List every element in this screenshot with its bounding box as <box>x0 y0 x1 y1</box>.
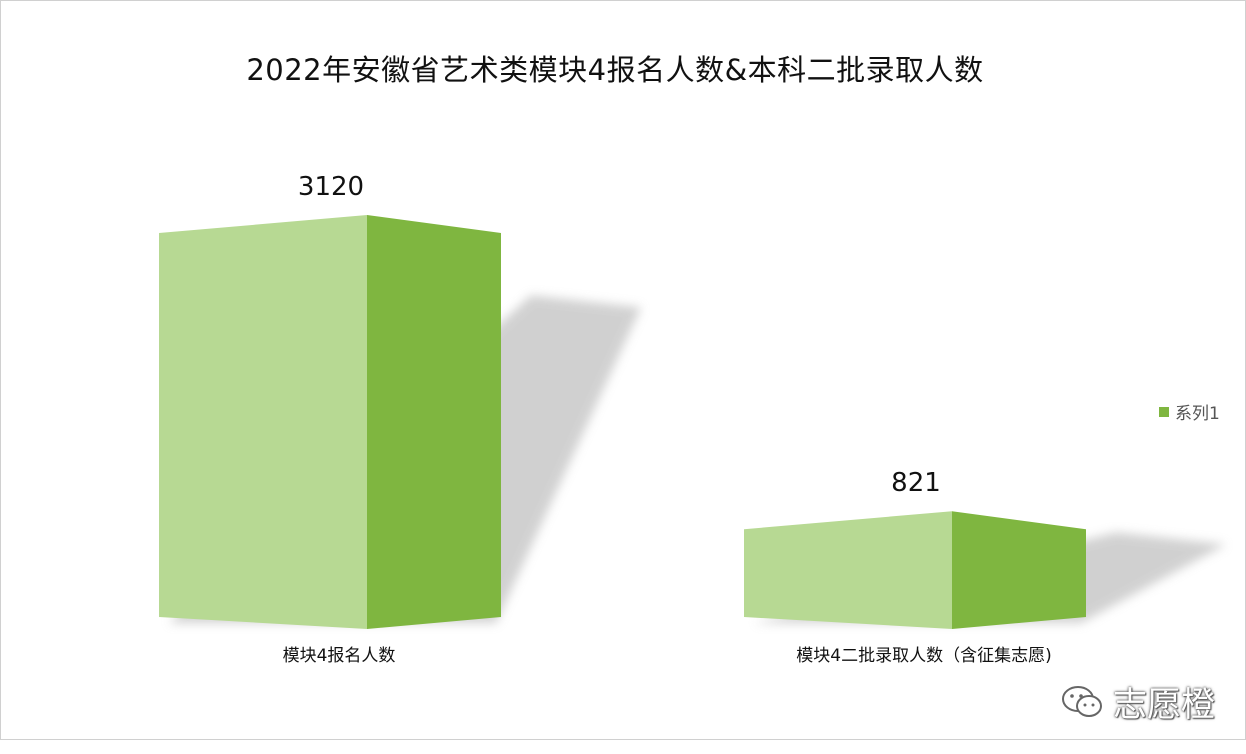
bar-side-face <box>367 215 501 629</box>
data-label: 3120 <box>298 172 364 202</box>
bar-front-face <box>159 215 367 629</box>
watermark: 志愿橙 <box>1061 677 1215 726</box>
data-label: 821 <box>891 468 941 498</box>
bar <box>159 215 641 629</box>
category-label: 模块4报名人数 <box>283 646 396 666</box>
legend: 系列1 <box>1159 399 1220 424</box>
legend-swatch <box>1159 406 1169 417</box>
wechat-icon <box>1062 685 1102 717</box>
legend-label: 系列1 <box>1175 404 1220 424</box>
bar-front-face <box>744 511 952 629</box>
watermark-text: 志愿橙 <box>1113 685 1215 725</box>
category-label: 模块4二批录取人数（含征集志愿) <box>796 646 1051 666</box>
bar <box>744 511 1226 629</box>
chart-plot: 3120 模块4报名人数 821 模块4二批录取人数（含征集志愿) <box>159 172 1226 666</box>
chart-title: 2022年安徽省艺术类模块4报名人数&本科二批录取人数 <box>246 53 984 87</box>
bar-side-face <box>952 511 1086 629</box>
